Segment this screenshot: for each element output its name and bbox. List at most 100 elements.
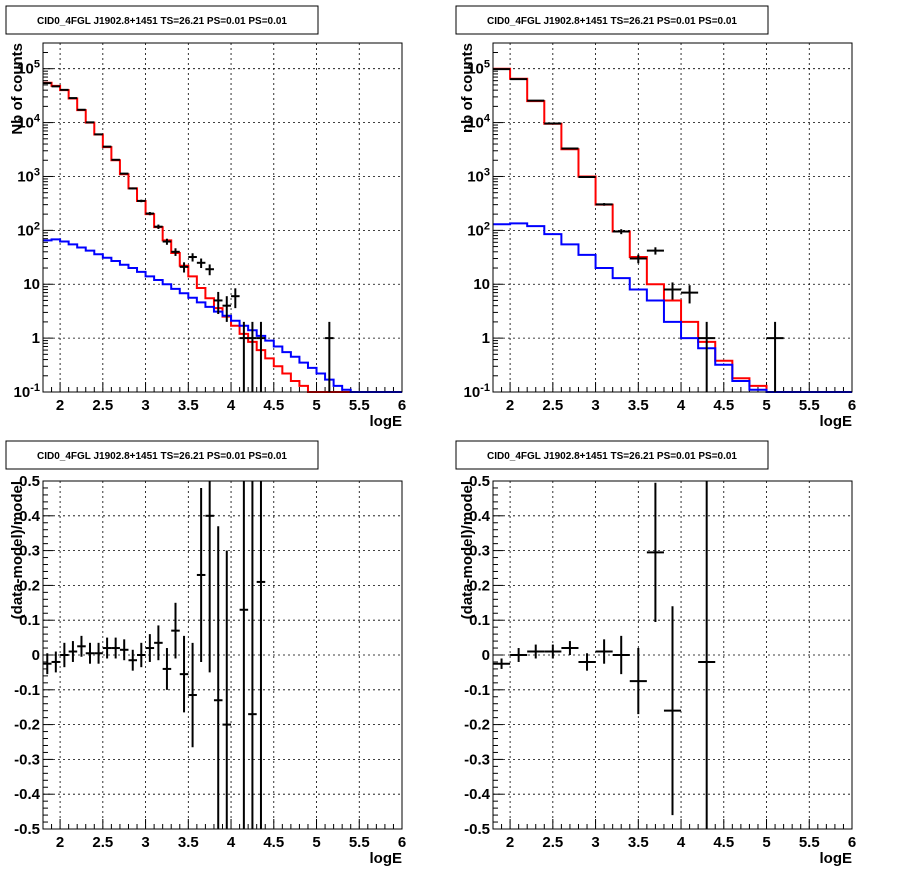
- x-tick-label: 3.5: [178, 834, 199, 851]
- y-tick-label: 105: [467, 59, 490, 78]
- x-tick-label: 3: [591, 834, 599, 851]
- y-tick-label: -0.3: [14, 751, 40, 768]
- y-tick-label: -0.2: [14, 717, 40, 734]
- y-tick-label: 0.3: [19, 543, 40, 560]
- y-tick-label: 0.2: [19, 577, 40, 594]
- x-tick-label: 6: [398, 397, 406, 414]
- x-tick-label: 4.5: [263, 397, 284, 414]
- x-tick-label: 6: [398, 834, 406, 851]
- y-tick-label: 10-1: [14, 382, 40, 401]
- y-tick-label: -0.4: [14, 786, 41, 803]
- y-tick-label: -0.2: [464, 717, 490, 734]
- x-tick-label: 5.5: [799, 834, 820, 851]
- y-axis-label: (data-model)/model: [9, 481, 26, 619]
- y-tick-label: 10: [473, 276, 490, 293]
- x-tick-label: 6: [848, 397, 856, 414]
- y-tick-label: 0.4: [19, 508, 41, 525]
- y-tick-label: -0.3: [464, 751, 490, 768]
- plot-frame: [492, 480, 853, 830]
- y-tick-label: 104: [467, 113, 491, 132]
- x-tick-label: 3.5: [178, 397, 199, 414]
- x-tick-label: 6: [848, 834, 856, 851]
- title-box: [455, 440, 769, 470]
- y-tick-label: 102: [467, 220, 490, 239]
- series-line-background: [493, 222, 852, 393]
- y-tick-label: 102: [17, 220, 40, 239]
- x-tick-label: 2: [506, 397, 514, 414]
- plot-frame: [42, 480, 403, 830]
- x-tick-label: 2.5: [542, 834, 563, 851]
- title-box: [5, 440, 319, 470]
- x-tick-label: 2: [506, 834, 514, 851]
- y-axis-label: Nb of counts: [9, 43, 26, 135]
- y-tick-label: 0.3: [469, 543, 490, 560]
- title-box: [455, 5, 769, 35]
- x-tick-label: 2.5: [542, 397, 563, 414]
- y-tick-label: 10: [23, 276, 40, 293]
- x-tick-label: 3: [141, 834, 149, 851]
- y-tick-label: 105: [17, 59, 40, 78]
- x-tick-label: 5.5: [349, 397, 370, 414]
- y-tick-label: 0: [32, 647, 40, 664]
- x-tick-label: 4.5: [263, 834, 284, 851]
- x-tick-label: 3: [141, 397, 149, 414]
- y-axis-label: (data-model)/model: [459, 481, 476, 619]
- x-axis-label: logE: [820, 413, 853, 430]
- x-tick-label: 5.5: [349, 834, 370, 851]
- chart-title: CID0_4FGL J1902.8+1451 TS=26.21 PS=0.01 …: [487, 16, 737, 27]
- x-tick-label: 4.5: [713, 397, 734, 414]
- y-tick-label: 0.4: [469, 508, 491, 525]
- y-tick-label: 1: [482, 330, 490, 347]
- x-tick-label: 2: [56, 397, 64, 414]
- x-tick-label: 5.5: [799, 397, 820, 414]
- chart-3: CID0_4FGL J1902.8+1451 TS=26.21 PS=0.01 …: [5, 440, 406, 867]
- y-tick-label: 0: [482, 647, 490, 664]
- x-axis-label: logE: [820, 850, 853, 867]
- x-tick-label: 3.5: [628, 397, 649, 414]
- y-tick-label: 104: [17, 113, 41, 132]
- title-box: [5, 5, 319, 35]
- series-line-model: [43, 81, 402, 393]
- y-tick-label: -0.5: [464, 821, 490, 838]
- x-tick-label: 5: [762, 834, 770, 851]
- x-tick-label: 4: [677, 397, 686, 414]
- x-tick-label: 5: [312, 834, 320, 851]
- y-axis-label: nb of counts: [459, 43, 476, 133]
- chart-title: CID0_4FGL J1902.8+1451 TS=26.21 PS=0.01 …: [487, 451, 737, 462]
- x-tick-label: 5: [312, 397, 320, 414]
- chart-title: CID0_4FGL J1902.8+1451 TS=26.21 PS=0.01 …: [37, 451, 287, 462]
- y-tick-label: 0.2: [469, 577, 490, 594]
- x-tick-label: 2.5: [92, 834, 113, 851]
- y-tick-label: 0.5: [469, 473, 490, 490]
- x-tick-label: 2.5: [92, 397, 113, 414]
- y-tick-label: -0.1: [14, 682, 40, 699]
- y-tick-label: -0.5: [14, 821, 40, 838]
- y-tick-label: 103: [467, 166, 490, 185]
- x-axis-label: logE: [370, 850, 403, 867]
- x-tick-label: 4: [227, 397, 236, 414]
- x-tick-label: 4: [227, 834, 236, 851]
- y-tick-label: 1: [32, 330, 40, 347]
- x-tick-label: 5: [762, 397, 770, 414]
- y-tick-label: 0.1: [19, 612, 40, 629]
- series-line-background: [43, 238, 402, 393]
- y-tick-label: 10-1: [464, 382, 490, 401]
- y-tick-label: 0.1: [469, 612, 490, 629]
- y-tick-label: 0.5: [19, 473, 40, 490]
- chart-title: CID0_4FGL J1902.8+1451 TS=26.21 PS=0.01 …: [37, 16, 287, 27]
- x-axis-label: logE: [370, 413, 403, 430]
- x-tick-label: 3.5: [628, 834, 649, 851]
- plot-frame: [492, 42, 853, 393]
- y-tick-label: 103: [17, 166, 40, 185]
- y-tick-label: -0.1: [464, 682, 490, 699]
- plot-frame: [42, 42, 403, 393]
- x-tick-label: 3: [591, 397, 599, 414]
- x-tick-label: 2: [56, 834, 64, 851]
- y-tick-label: -0.4: [464, 786, 491, 803]
- chart-4: CID0_4FGL J1902.8+1451 TS=26.21 PS=0.01 …: [455, 440, 856, 867]
- chart-1: CID0_4FGL J1902.8+1451 TS=26.21 PS=0.01 …: [5, 5, 406, 430]
- x-tick-label: 4.5: [713, 834, 734, 851]
- chart-2: CID0_4FGL J1902.8+1451 TS=26.21 PS=0.01 …: [455, 5, 856, 430]
- x-tick-label: 4: [677, 834, 686, 851]
